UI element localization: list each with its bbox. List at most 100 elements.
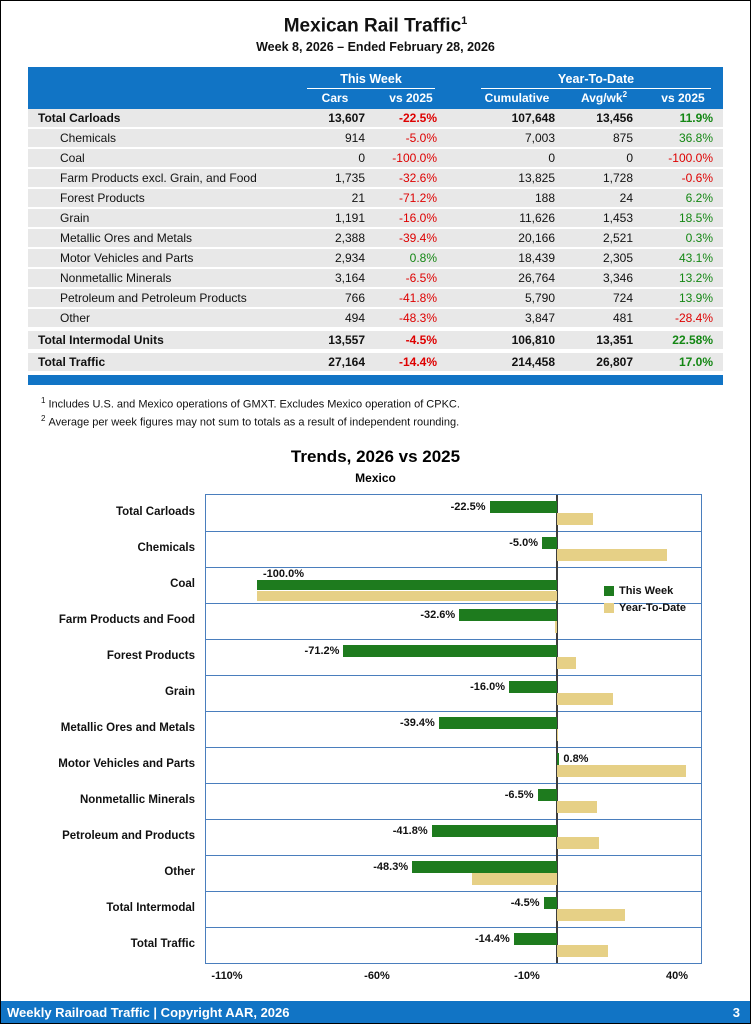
table-row: Coal 0 -100.0% 0 0 -100.0% [28,148,723,170]
cell-vs-ytd: 13.9% [643,288,723,310]
cell-spacer [447,327,469,353]
bar-value-label: -5.0% [509,536,538,549]
row-label: Farm Products excl. Grain, and Food [28,168,295,190]
cell-vs-this-week: -32.6% [375,168,447,190]
cell-cumulative: 13,825 [469,168,565,190]
row-label: Petroleum and Petroleum Products [28,288,295,310]
bar-value-label: -32.6% [420,608,456,621]
bar-year-to-date [557,800,597,813]
band-separator-line [206,746,701,748]
group-header-ytd: Year-To-Date [469,67,723,90]
band-separator-line [206,710,701,712]
col-header-avg-wk-label: Avg/wk [580,91,623,106]
page-title-text: Mexican Rail Traffic [283,15,462,37]
page-title: Mexican Rail Traffic1 [1,9,750,38]
bar-this-week [412,860,557,873]
cell-vs-ytd: 18.5% [643,208,723,230]
bar-year-to-date [557,836,599,849]
chart-title: Trends, 2026 vs 2025 [290,446,461,466]
footnote-marker: 1 [41,396,46,406]
bar-this-week [438,716,557,729]
title-block: Mexican Rail Traffic1 Week 8, 2026 – End… [1,1,750,57]
bar-value-label: -6.5% [504,788,534,801]
cell-vs-this-week: -22.5% [375,109,447,130]
row-label: Coal [28,148,295,170]
x-tick-label: 40% [665,969,689,982]
cell-avg-wk: 24 [565,188,643,210]
bar-year-to-date [557,728,558,741]
chart-category-label: Farm Products and Food [58,613,195,626]
cell-spacer [447,349,469,374]
cell-vs-ytd: 36.8% [643,128,723,150]
cell-spacer [447,148,469,170]
bar-value-label: -22.5% [450,500,486,513]
table-bottom-bar [28,375,723,386]
cell-cars: 13,557 [295,327,375,353]
cell-cars: 766 [295,288,375,310]
row-label: Metallic Ores and Metals [28,228,295,250]
cell-vs-this-week: -48.3% [375,308,447,331]
x-tick-label: -60% [364,969,390,982]
cell-spacer [447,248,469,270]
cell-vs-this-week: -39.4% [375,228,447,250]
footnote-marker: 2 [41,414,46,424]
bar-value-label: -39.4% [399,716,435,729]
header-blank-cell [28,67,295,90]
cell-vs-this-week: 0.8% [375,248,447,270]
bar-year-to-date [557,692,613,705]
cell-cumulative: 106,810 [469,327,565,353]
table-row: Petroleum and Petroleum Products 766 -41.8… [28,288,723,310]
bar-year-to-date [471,872,557,885]
bar-this-week [543,896,557,909]
cell-vs-ytd: -0.6% [643,168,723,190]
cell-spacer [447,188,469,210]
cell-spacer [447,128,469,150]
bar-value-label: 0.8% [563,752,589,765]
bar-this-week [489,500,557,513]
bar-year-to-date [557,512,593,525]
cell-vs-this-week: -100.0% [375,148,447,170]
cell-vs-this-week: -6.5% [375,268,447,290]
bar-year-to-date [557,656,576,669]
cell-cars: 13,607 [295,109,375,130]
cell-cumulative: 3,847 [469,308,565,331]
bar-this-week [513,932,557,945]
chart-category-label: Motor Vehicles and Parts [58,757,195,770]
bar-this-week [343,644,557,657]
cell-cumulative: 188 [469,188,565,210]
col-header-cars: Cars [295,89,375,110]
header-spacer-cell [447,67,469,90]
bar-year-to-date [557,908,625,921]
cell-cars: 494 [295,308,375,331]
cell-cumulative: 20,166 [469,228,565,250]
chart-category-label: Metallic Ores and Metals [60,721,195,734]
legend-swatch-this-week [604,586,614,597]
bar-this-week [257,579,557,590]
bar-year-to-date [557,548,668,561]
table-row: Total Intermodal Units 13,557 -4.5% 106,810… [28,327,723,353]
cell-vs-this-week: -41.8% [375,288,447,310]
cell-vs-ytd: 0.3% [643,228,723,250]
cell-avg-wk: 13,456 [565,109,643,130]
header-spacer-cell [447,89,469,110]
group-header-this-week: This Week [295,67,447,90]
col-header-avg-wk: Avg/wk2 [565,89,643,110]
chart-category-label: Grain [164,685,195,698]
chart-category-label: Total Traffic [130,937,195,950]
legend-item: Year-To-Date [604,600,686,617]
band-separator-line [206,854,701,856]
footnote: 1 Includes U.S. and Mexico operations of … [41,396,460,411]
table-row: Farm Products excl. Grain, and Food 1,735… [28,168,723,190]
bar-this-week [537,788,557,801]
cell-vs-this-week: -14.4% [375,349,447,374]
bar-year-to-date [257,590,557,601]
cell-spacer [447,288,469,310]
cell-spacer [447,308,469,331]
band-separator-line [206,674,701,676]
cell-avg-wk: 3,346 [565,268,643,290]
cell-spacer [447,208,469,230]
band-separator-line [206,638,701,640]
band-separator-line [206,926,701,928]
row-label: Chemicals [28,128,295,150]
